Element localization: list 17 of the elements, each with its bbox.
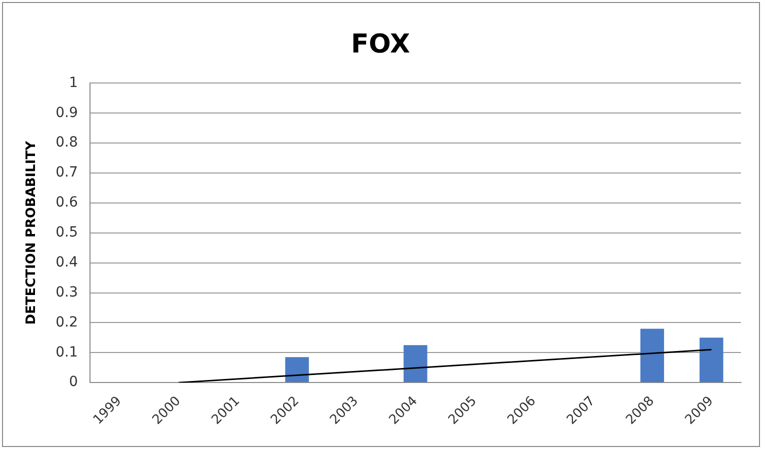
y-axis-title: DETECTION PROBABILITY <box>24 140 40 325</box>
y-tick-label: 0.4 <box>56 254 78 270</box>
y-tick-label: 0.6 <box>56 194 78 211</box>
bar <box>285 357 309 382</box>
y-tick-label: 0.3 <box>56 284 78 300</box>
y-tick-label: 0.7 <box>56 164 78 181</box>
bar <box>700 338 724 382</box>
y-tick-label: 0 <box>68 374 78 390</box>
bar <box>640 328 664 382</box>
y-tick-label: 1 <box>68 74 78 91</box>
y-tick-label: 0.9 <box>56 104 78 121</box>
y-tick-label: 0.1 <box>56 344 78 360</box>
chart-title: FOX <box>351 29 410 60</box>
bar <box>404 345 428 382</box>
y-tick-label: 0.5 <box>56 224 78 241</box>
y-tick-label: 0.8 <box>56 134 78 151</box>
y-tick-label: 0.2 <box>56 314 78 330</box>
